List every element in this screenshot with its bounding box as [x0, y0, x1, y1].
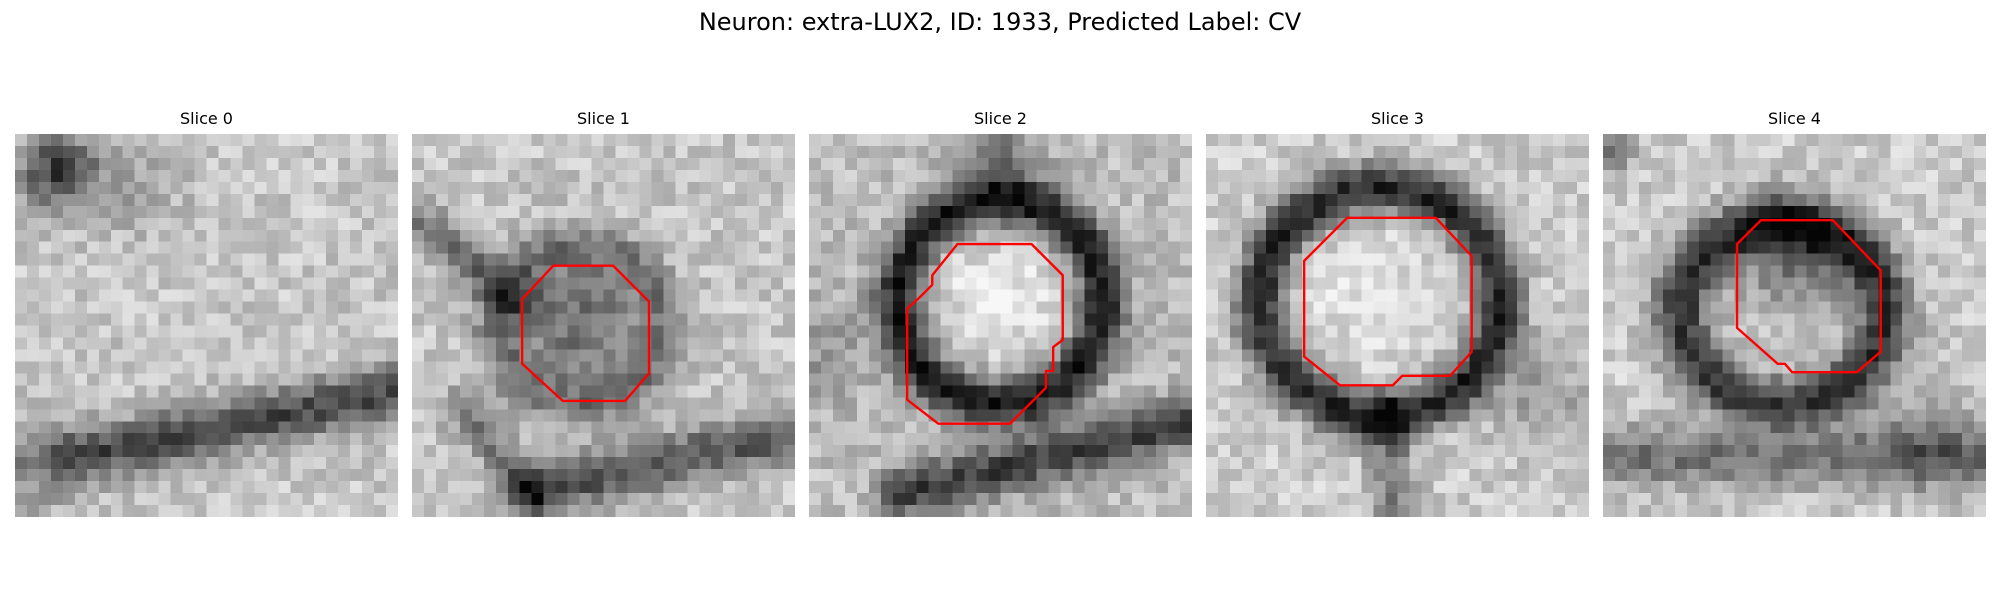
slice-panel-2: Slice 2 [809, 108, 1192, 517]
slice-image [412, 134, 795, 517]
segmentation-contour [520, 264, 651, 403]
figure-title: Neuron: extra-LUX2, ID: 1933, Predicted … [698, 8, 1302, 36]
slice-title: Slice 2 [974, 109, 1027, 128]
slice-panel-1: Slice 1 [412, 108, 795, 517]
slice-image [15, 134, 398, 517]
slice-title: Slice 4 [1768, 109, 1821, 128]
slice-image [1206, 134, 1589, 517]
slice-image [809, 134, 1192, 517]
segmentation-contour [1735, 218, 1882, 374]
slice-panel-0: Slice 0 [15, 108, 398, 517]
slice-panel-3: Slice 3 [1206, 108, 1589, 517]
slice-panel-4: Slice 4 [1603, 108, 1986, 517]
slice-title: Slice 3 [1371, 109, 1424, 128]
slice-image [1603, 134, 1986, 517]
segmentation-contour [905, 242, 1064, 425]
slice-title: Slice 0 [180, 109, 233, 128]
slice-title: Slice 1 [577, 109, 630, 128]
segmentation-contour [1302, 216, 1473, 387]
